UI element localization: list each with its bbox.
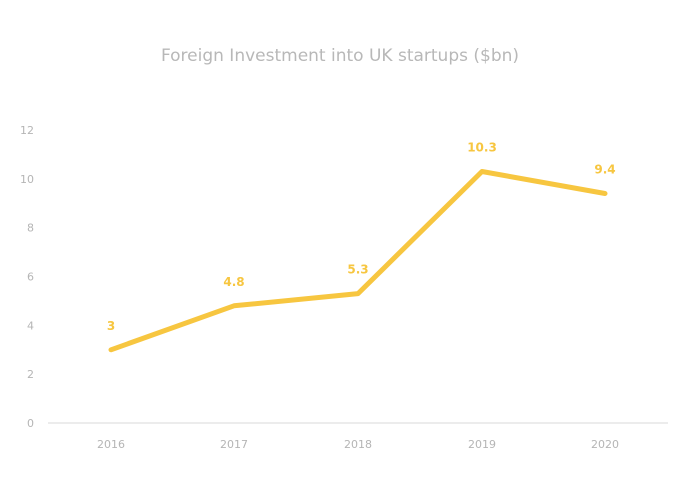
y-tick-label: 10 [20,173,34,186]
x-tick-label: 2020 [591,438,619,451]
data-label: 9.4 [594,162,615,176]
y-tick-label: 8 [27,222,34,235]
x-tick-label: 2019 [468,438,496,451]
x-tick-label: 2017 [220,438,248,451]
x-tick-label: 2018 [344,438,372,451]
series-line [108,169,608,353]
data-labels: 3 4.8 5.3 10.3 9.4 [107,141,616,333]
data-label: 4.8 [223,275,244,289]
y-tick-label: 2 [27,368,34,381]
x-axis-ticks: 2016 2017 2018 2019 2020 [97,438,619,451]
x-tick-label: 2016 [97,438,125,451]
data-label: 3 [107,319,115,333]
y-tick-label: 12 [20,124,34,137]
y-tick-label: 4 [27,319,34,332]
y-tick-label: 6 [27,271,34,284]
y-axis-ticks: 0 2 4 6 8 10 12 [20,124,34,430]
data-label: 5.3 [347,263,368,277]
data-label: 10.3 [467,141,497,155]
chart-title: Foreign Investment into UK startups ($bn… [161,46,519,66]
y-tick-label: 0 [27,417,34,430]
